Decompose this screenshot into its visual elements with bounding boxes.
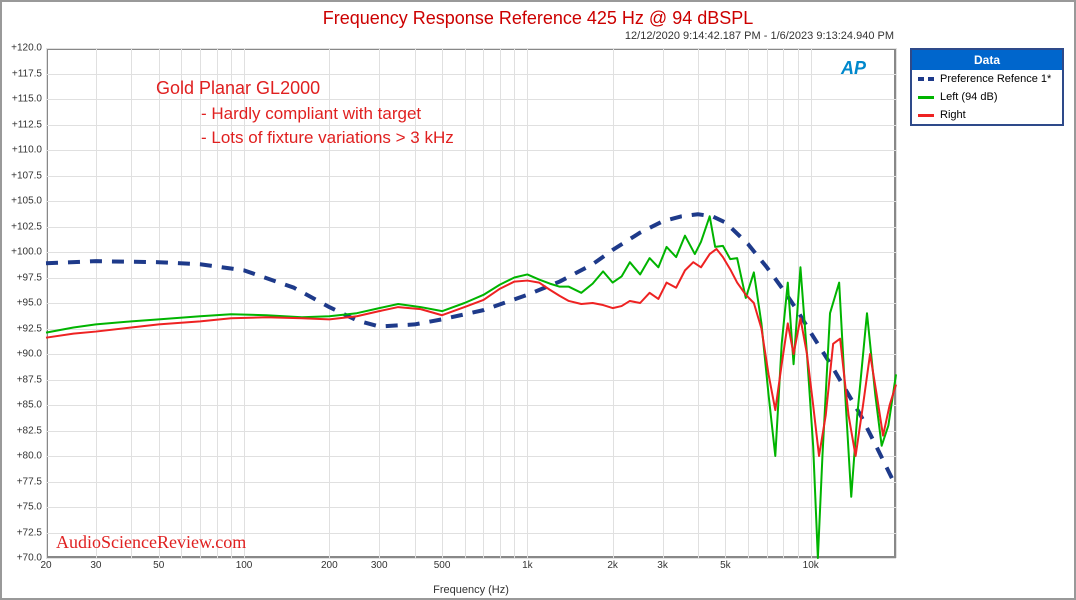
x-tick-label: 300 [371,560,388,571]
y-tick-label: +100.0 [11,247,42,258]
legend-item[interactable]: Right [912,106,1062,124]
x-tick-label: 1k [522,560,533,571]
y-tick-label: +77.5 [17,476,42,487]
x-tick-label: 2k [607,560,618,571]
y-tick-label: +87.5 [17,374,42,385]
y-tick-label: +120.0 [11,43,42,54]
legend-item[interactable]: Left (94 dB) [912,88,1062,106]
legend-label: Left (94 dB) [940,91,997,103]
y-tick-label: +85.0 [17,400,42,411]
gridline-h [46,558,896,559]
y-tick-label: +105.0 [11,196,42,207]
timestamp-label: 12/12/2020 9:14:42.187 PM - 1/6/2023 9:1… [625,30,894,42]
x-tick-label: 100 [236,560,253,571]
series-line [46,214,896,486]
x-axis-label: Frequency (Hz) [46,584,896,596]
legend-label: Right [940,109,966,121]
legend-header: Data [912,50,1062,70]
x-tick-label: 20 [40,560,51,571]
y-tick-label: +110.0 [12,145,42,156]
x-tick-label: 10k [803,560,819,571]
watermark-text: AudioScienceReview.com [56,532,246,553]
annotation-text: - Hardly compliant with target [201,104,421,124]
legend-item[interactable]: Preference Refence 1* [912,70,1062,88]
legend-label: Preference Refence 1* [940,73,1051,85]
y-tick-label: +112.5 [12,119,42,130]
series-layer [46,48,896,558]
y-tick-label: +107.5 [11,170,42,181]
annotation-text: - Lots of fixture variations > 3 kHz [201,128,454,148]
x-tick-label: 500 [434,560,451,571]
gridline-v [896,48,897,558]
y-tick-label: +70.0 [17,553,42,564]
plot-area: +70.0+72.5+75.0+77.5+80.0+82.5+85.0+87.5… [46,48,896,558]
legend-swatch [918,114,934,117]
x-tick-label: 3k [657,560,668,571]
legend-swatch [918,96,934,99]
legend-box: Data Preference Refence 1* Left (94 dB) Ri… [910,48,1064,126]
legend-swatch [918,77,934,81]
y-tick-label: +72.5 [17,527,42,538]
y-tick-label: +80.0 [17,451,42,462]
series-line [46,249,896,456]
chart-container: Frequency Response Reference 425 Hz @ 94… [0,0,1076,600]
x-tick-label: 30 [90,560,101,571]
y-tick-label: +97.5 [17,272,42,283]
y-tick-label: +82.5 [17,425,42,436]
y-tick-label: +92.5 [17,323,42,334]
y-tick-label: +90.0 [17,349,42,360]
ap-logo: AP [841,58,866,79]
x-tick-label: 5k [720,560,731,571]
annotation-text: Gold Planar GL2000 [156,78,320,99]
y-tick-label: +75.0 [17,502,42,513]
y-tick-label: +117.5 [12,68,42,79]
y-tick-label: +115.0 [12,94,42,105]
chart-title: Frequency Response Reference 425 Hz @ 94… [2,8,1074,29]
y-tick-label: +102.5 [11,221,42,232]
x-tick-label: 200 [321,560,338,571]
y-tick-label: +95.0 [17,298,42,309]
x-tick-label: 50 [153,560,164,571]
